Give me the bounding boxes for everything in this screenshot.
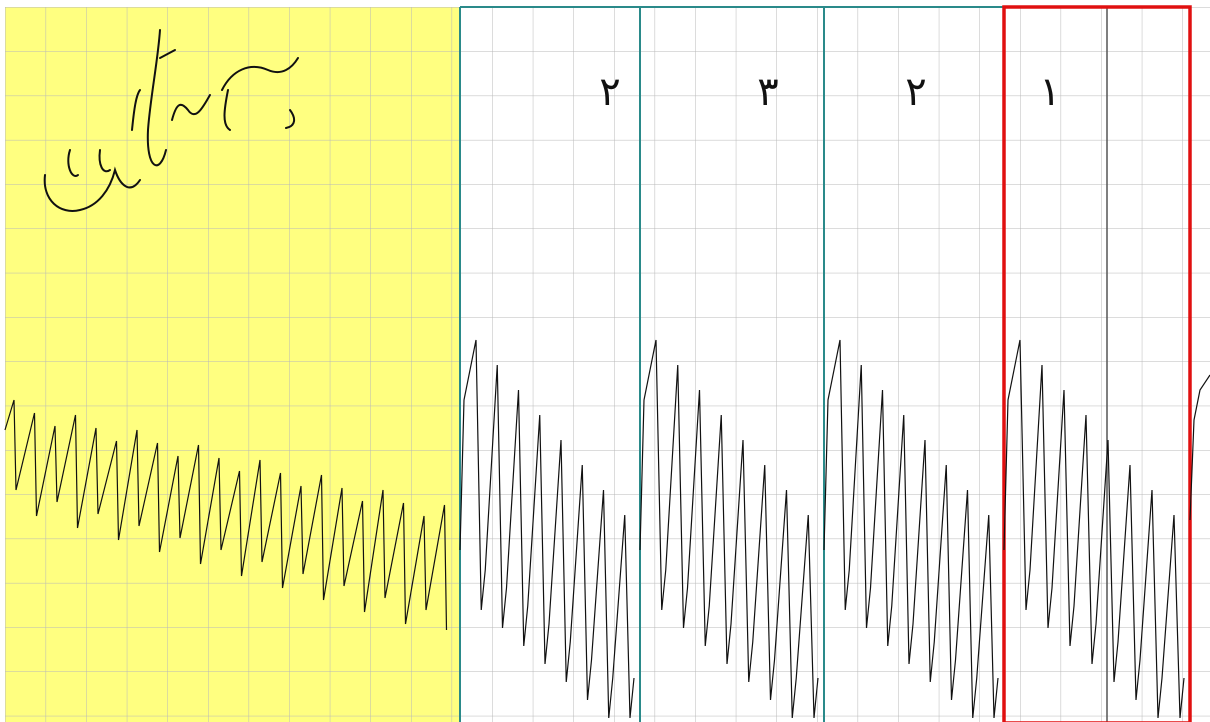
panel-label: ۲ bbox=[599, 69, 620, 115]
selected-panel bbox=[1002, 5, 1192, 722]
trace bbox=[1189, 374, 1210, 521]
trace bbox=[1003, 339, 1185, 719]
trace bbox=[4, 399, 448, 631]
traces bbox=[4, 339, 1210, 719]
trace bbox=[823, 339, 999, 719]
trace bbox=[639, 339, 819, 719]
trace bbox=[459, 339, 635, 719]
grid bbox=[5, 7, 1210, 722]
panel-label: ۱ bbox=[1039, 69, 1060, 115]
handwriting bbox=[43, 29, 299, 212]
panel-label: ۳ bbox=[757, 69, 778, 115]
panel-label: ۲ bbox=[905, 69, 926, 115]
